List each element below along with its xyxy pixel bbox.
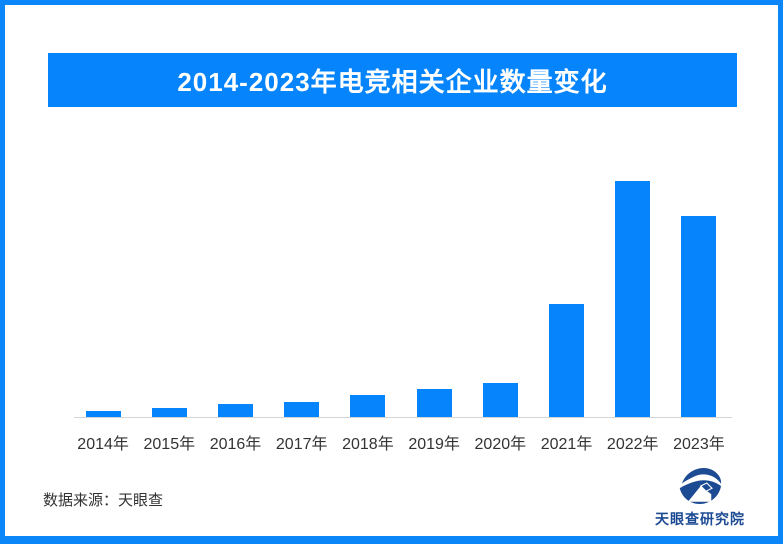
bar-column-2017年 [269, 181, 335, 417]
tianyancha-eye-logo-icon [679, 468, 722, 504]
bar-2021年 [549, 304, 585, 417]
x-tick-label-2023年: 2023年 [673, 436, 725, 453]
x-axis-labels: 2014年 2015年 2016年 2017年 2018年 2019年 2020年 2021年… [70, 430, 732, 454]
logo-text: 天眼查研究院 [655, 511, 745, 527]
bar-column-2015年 [136, 181, 202, 417]
x-tick-label-2021年: 2021年 [540, 436, 593, 453]
page-title: 2014-2023年电竞相关企业数量变化 [177, 66, 608, 97]
bar-column-2023年 [666, 181, 732, 417]
bar-column-2021年 [533, 181, 599, 417]
bar-2022年 [615, 181, 651, 417]
bar-2014年 [85, 411, 121, 417]
bar-column-2022年 [600, 181, 666, 417]
x-tick-label-2022年: 2022年 [606, 436, 659, 453]
logo-block: 天眼查研究院 [650, 465, 750, 529]
bar-2016年 [218, 404, 253, 417]
x-tick-label-2014年: 2014年 [77, 436, 129, 453]
x-tick-label-2015年: 2015年 [143, 436, 196, 453]
bar-2023年 [681, 216, 717, 417]
x-tick-label-2019年: 2019年 [408, 436, 460, 453]
bar-2017年 [284, 402, 320, 417]
x-axis-line [74, 417, 732, 418]
bar-2020年 [482, 383, 518, 417]
x-tick-label-2017年: 2017年 [275, 436, 328, 453]
bar-column-2016年 [202, 181, 268, 417]
title-banner: 2014-2023年电竞相关企业数量变化 [48, 53, 737, 107]
bar-2019年 [416, 389, 452, 417]
bar-column-2014年 [70, 181, 136, 417]
bar-column-2018年 [335, 181, 401, 417]
bar-2018年 [350, 395, 386, 417]
x-tick-label-2016年: 2016年 [209, 436, 262, 453]
data-source-note: 数据来源：天眼查 [43, 492, 164, 509]
bars-row [70, 181, 732, 417]
x-tick-label-2018年: 2018年 [342, 436, 394, 453]
bar-2015年 [151, 408, 187, 417]
x-tick-label-2020年: 2020年 [474, 436, 527, 453]
bar-column-2020年 [467, 181, 533, 417]
bar-chart: 2014年 2015年 2016年 2017年 2018年 2019年 2020年 2021年… [5, 5, 778, 536]
bar-column-2019年 [401, 181, 467, 417]
